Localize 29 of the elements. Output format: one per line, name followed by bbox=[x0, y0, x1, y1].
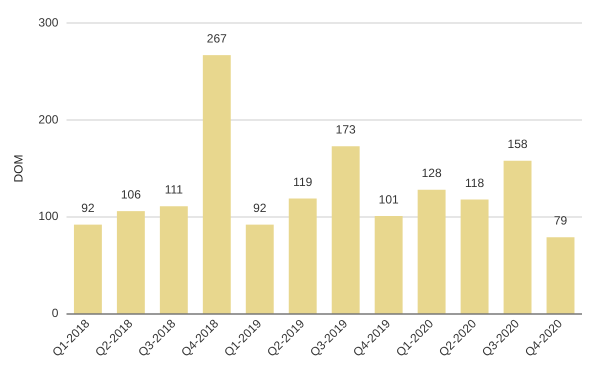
data-label: 106 bbox=[120, 187, 142, 202]
bar bbox=[418, 190, 446, 314]
y-tick-label: 300 bbox=[38, 16, 59, 30]
bar bbox=[504, 160, 532, 314]
data-label: 128 bbox=[422, 166, 442, 180]
bar bbox=[160, 206, 188, 314]
data-label: 79 bbox=[554, 214, 568, 228]
y-axis-title: DOM bbox=[12, 154, 26, 182]
data-label: 111 bbox=[164, 182, 184, 197]
data-label: 92 bbox=[253, 200, 267, 215]
data-label: 267 bbox=[206, 31, 228, 46]
data-label: 119 bbox=[293, 174, 313, 189]
bar bbox=[202, 55, 231, 314]
bar bbox=[374, 216, 403, 314]
bar bbox=[288, 198, 317, 314]
y-tick-label: 200 bbox=[38, 112, 59, 126]
bar bbox=[460, 199, 489, 314]
data-label: 173 bbox=[336, 122, 356, 137]
bar bbox=[246, 224, 274, 314]
bar bbox=[74, 224, 102, 314]
data-label: 118 bbox=[465, 176, 484, 190]
y-tick-label: 0 bbox=[52, 306, 59, 320]
data-label: 101 bbox=[378, 192, 399, 206]
data-label: 158 bbox=[508, 137, 528, 152]
bar bbox=[116, 211, 145, 314]
bar bbox=[546, 237, 574, 314]
bar bbox=[332, 146, 360, 314]
data-label: 92 bbox=[81, 200, 95, 215]
y-tick-label: 100 bbox=[38, 209, 59, 224]
